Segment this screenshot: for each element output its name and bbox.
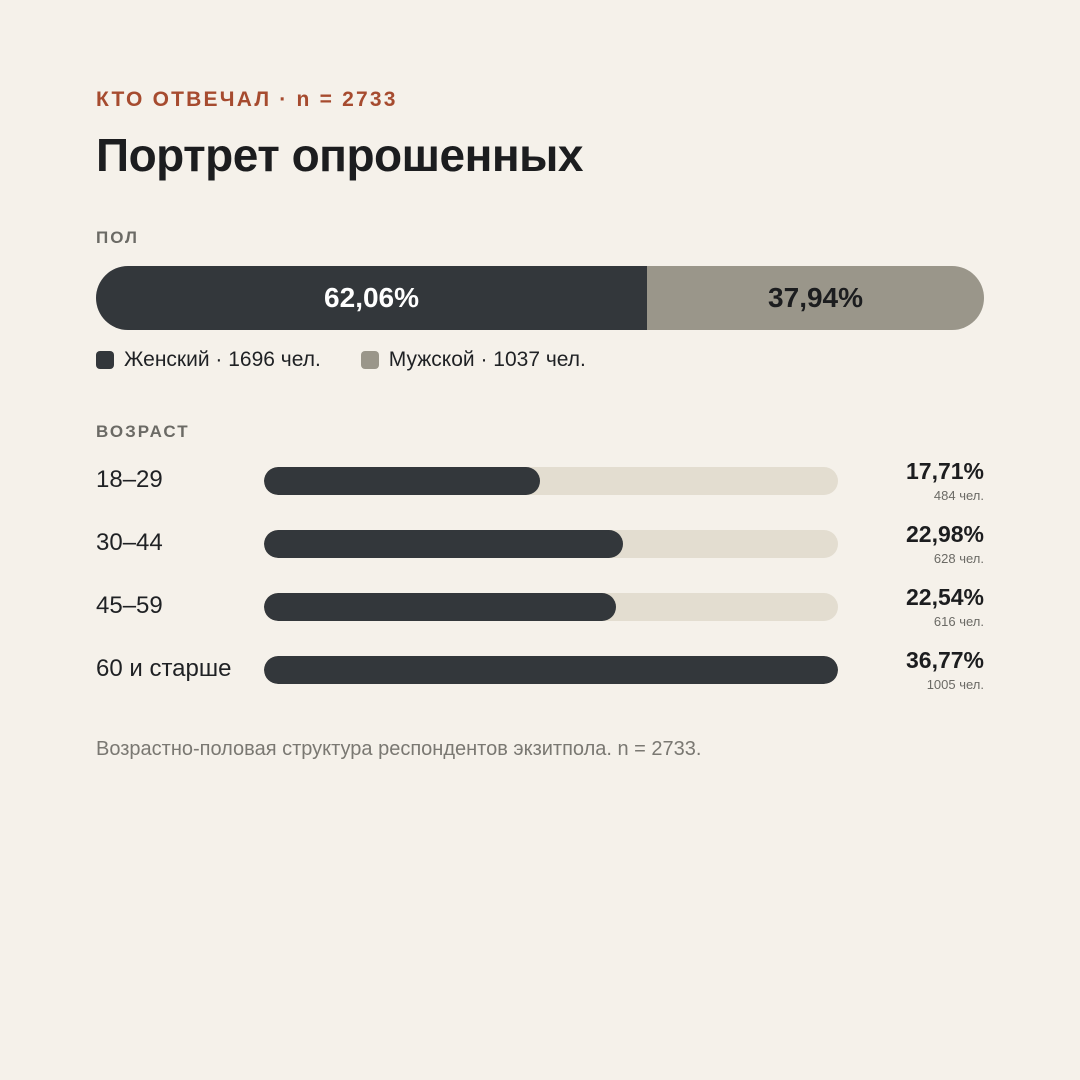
- legend-label: Женский · 1696 чел.: [124, 348, 321, 371]
- age-bar: [264, 656, 838, 684]
- age-bar: [264, 593, 616, 621]
- age-row: 45–59 22,54% 616 чел.: [96, 584, 984, 646]
- age-value-label: 36,77%: [905, 647, 984, 673]
- age-bar: [264, 467, 541, 495]
- legend-swatch: [360, 351, 379, 369]
- age-bar-track: [264, 656, 838, 684]
- age-category-label: 45–59: [96, 592, 163, 619]
- gender-legend: Женский · 1696 чел. Мужской · 1037 чел.: [96, 348, 626, 372]
- age-value-label: 22,98%: [905, 521, 984, 547]
- age-bar-track: [264, 530, 838, 558]
- gender-bar-segment-female: 62,06%: [96, 266, 648, 330]
- age-bar-track: [264, 467, 838, 495]
- gender-bar-value-label: 37,94%: [768, 282, 864, 313]
- age-count-label: 484 чел.: [933, 488, 984, 503]
- age-row: 60 и старше 36,77% 1005 чел.: [96, 647, 984, 709]
- legend-item-male: Мужской · 1037 чел.: [360, 348, 586, 372]
- legend-label: Мужской · 1037 чел.: [388, 348, 586, 371]
- age-row: 30–44 22,98% 628 чел.: [96, 521, 984, 583]
- age-bar: [264, 530, 623, 558]
- legend-item-female: Женский · 1696 чел.: [96, 348, 321, 372]
- age-count-label: 628 чел.: [933, 551, 984, 566]
- age-count-label: 1005 чел.: [926, 677, 984, 692]
- age-category-label: 60 и старше: [96, 655, 232, 682]
- age-bar-track: [264, 593, 838, 621]
- age-category-label: 30–44: [96, 529, 163, 556]
- age-count-label: 616 чел.: [933, 614, 984, 629]
- gender-bar-segment-male: 37,94%: [647, 266, 984, 330]
- age-value-label: 17,71%: [905, 458, 984, 484]
- gender-bar-value-label: 62,06%: [324, 282, 420, 313]
- legend-swatch: [96, 351, 114, 369]
- chart-caption: Возрастно-половая структура респондентов…: [96, 738, 702, 760]
- page-title: Портрет опрошенных: [96, 129, 584, 181]
- age-section-label: ВОЗРАСТ: [96, 422, 190, 441]
- age-value-label: 22,54%: [905, 584, 984, 610]
- eyebrow-label: КТО ОТВЕЧАЛ · n = 2733: [96, 88, 398, 111]
- age-category-label: 18–29: [96, 466, 163, 493]
- age-row: 18–29 17,71% 484 чел.: [96, 458, 984, 520]
- gender-stacked-bar: 62,06% 37,94%: [96, 266, 984, 330]
- gender-section-label: ПОЛ: [96, 228, 139, 247]
